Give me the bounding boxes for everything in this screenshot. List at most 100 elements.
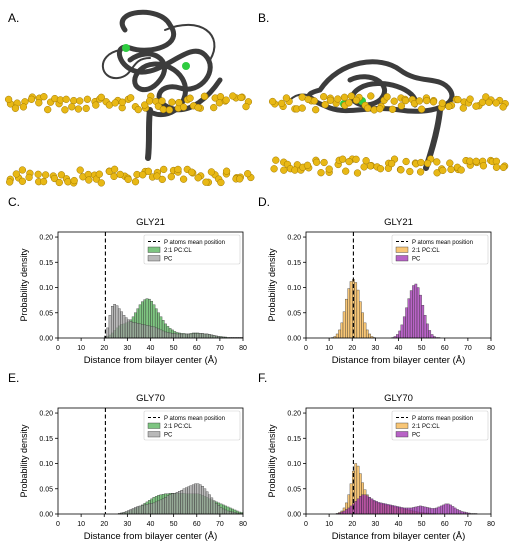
lipid-bead [179, 175, 188, 183]
histogram-bar-series-2 [120, 311, 123, 339]
x-axis-label: Distance from bilayer center (Å) [332, 531, 466, 542]
lipid-bead [6, 178, 14, 186]
residue-marker-a-1 [122, 44, 130, 52]
histogram-bar-series-2 [150, 326, 153, 339]
legend-swatch [395, 255, 409, 262]
lipid-bead [74, 105, 83, 113]
lipid-bead [174, 165, 182, 174]
lipid-bead [429, 98, 438, 106]
histogram-bar-series-2 [439, 505, 443, 515]
histogram-bar-series-2 [365, 495, 369, 515]
lipid-bead [402, 157, 410, 166]
y-axis-label: Probability density [267, 424, 277, 498]
histogram-bar-series-2 [215, 503, 218, 515]
histogram-bar-series-2 [222, 508, 225, 515]
lipid-bead [85, 176, 93, 184]
lipid-bead [39, 177, 48, 186]
lipid-bead [188, 168, 196, 176]
panel-a: A. [8, 9, 223, 161]
histogram-bar-series-2 [138, 505, 142, 515]
histogram-bar-series-2 [189, 485, 193, 515]
y-tick-label: 0.20 [287, 235, 301, 242]
legend-box [391, 234, 489, 265]
histogram-bar-series-2 [379, 502, 383, 515]
legend-swatch [395, 246, 409, 253]
lipid-bead [134, 105, 142, 114]
lipid-bead [12, 170, 20, 178]
lipid-bead [479, 162, 488, 170]
x-tick-label: 80 [239, 521, 247, 528]
lipid-bead [210, 103, 218, 112]
lipid-bead [334, 95, 342, 103]
lipid-bead [175, 98, 183, 107]
histogram-bar-series-2 [437, 506, 441, 515]
legend-swatch [147, 246, 161, 253]
x-tick-label: 60 [193, 345, 201, 352]
lipid-bead [415, 97, 424, 105]
histogram-bar-series-2 [208, 334, 211, 339]
histogram-bar-series-2 [226, 510, 230, 515]
histogram-bar-series-2 [198, 484, 202, 515]
histogram-bar-series-2 [442, 504, 445, 515]
histogram-bar-series-2 [201, 333, 204, 339]
histogram-bar-series-2 [423, 506, 427, 515]
histogram-bar-series-2 [203, 333, 207, 339]
histogram-bar-series-2 [451, 506, 455, 515]
x-tick-label: 80 [487, 521, 495, 528]
histogram-bar-series-2 [407, 507, 411, 515]
histogram-bar-series-2 [157, 500, 160, 515]
lipid-bead [438, 99, 446, 107]
histogram-bar-series-1 [361, 312, 364, 339]
lipid-bead [406, 167, 414, 176]
lipid-bead [447, 165, 455, 174]
histogram-bar-series-2 [157, 328, 160, 339]
lipid-bead [44, 105, 52, 114]
histogram-bar-series-2 [205, 491, 209, 515]
histogram-bar-series-2 [354, 501, 358, 515]
chart-panel-d: D. GLY21 0 10 20 30 40 50 60 70 80 0.00 0.05 0.10 0.15… [258, 195, 495, 366]
histogram-bar-series-1 [340, 322, 344, 339]
histogram-bar-series-2 [127, 510, 130, 515]
legend: P atoms mean position 2:1 PC:CL PC [391, 234, 489, 265]
lipid-bead [376, 165, 385, 173]
histogram-bar-series-2 [152, 326, 156, 339]
histogram-bar-series-2 [347, 507, 351, 515]
histogram-bar-series-2 [141, 324, 144, 339]
y-tick-label: 0.15 [39, 436, 53, 443]
histogram-bar-series-2 [405, 507, 408, 515]
lipid-bead [457, 166, 465, 174]
histogram-bar-series-2 [382, 503, 385, 515]
x-axis-label: Distance from bilayer center (Å) [84, 355, 218, 366]
y-tick-label: 0.00 [287, 336, 301, 343]
lipid-bead [118, 98, 126, 106]
lipid-bead [57, 171, 66, 179]
lipid-bead [280, 166, 288, 174]
lipid-bead [242, 102, 250, 111]
lipid-bead [18, 177, 27, 185]
y-tick-label: 0.10 [39, 461, 53, 468]
histogram-bar-series-2 [196, 483, 200, 515]
chart-title: GLY70 [384, 393, 413, 404]
histogram-bar-series-2 [168, 332, 172, 339]
lipid-bead [158, 175, 166, 184]
histogram-bar-series-1 [352, 279, 355, 339]
lipid-bead [270, 165, 278, 173]
x-tick-label: 50 [418, 345, 426, 352]
lipid-bead [423, 159, 432, 168]
lipid-bead [25, 173, 33, 182]
x-tick-label: 40 [395, 521, 403, 528]
y-tick-label: 0.00 [39, 336, 53, 343]
y-tick-label: 0.05 [287, 310, 301, 317]
histogram-bar-series-2 [449, 504, 452, 515]
legend-entry: PC [164, 433, 173, 439]
histogram-bar-series-2 [180, 490, 184, 515]
lipid-bead [92, 101, 100, 109]
lipid-bead [401, 96, 410, 105]
panel-label: F. [258, 371, 267, 385]
histogram-bar-series-2 [168, 494, 172, 515]
x-tick-label: 50 [418, 521, 426, 528]
histogram-bar-series-2 [210, 334, 214, 339]
histogram-bar-series-2 [148, 325, 151, 339]
x-tick-label: 60 [441, 521, 449, 528]
histogram-bar-series-2 [402, 316, 406, 339]
